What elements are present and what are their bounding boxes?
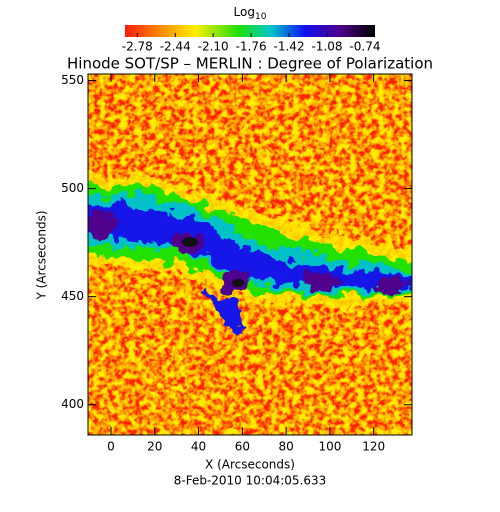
y-tick-label: 450 bbox=[61, 289, 84, 303]
colorbar-tick-label: -2.44 bbox=[160, 40, 191, 54]
y-tick-label: 500 bbox=[61, 181, 84, 195]
x-tick-label: 100 bbox=[318, 440, 341, 454]
x-tick-label: 40 bbox=[191, 440, 206, 454]
x-tick-label: 80 bbox=[278, 440, 293, 454]
colorbar-tick-label: -1.08 bbox=[311, 40, 342, 54]
colorbar-tick-label: -1.42 bbox=[274, 40, 305, 54]
x-tick-label: 60 bbox=[235, 440, 250, 454]
plot-frame bbox=[87, 73, 413, 436]
heatmap-image bbox=[88, 74, 412, 435]
chart-title: Hinode SOT/SP – MERLIN : Degree of Polar… bbox=[67, 55, 433, 73]
y-tick-label: 400 bbox=[61, 397, 84, 411]
colorbar bbox=[125, 25, 375, 37]
y-axis-label: Y (Arcseconds) bbox=[35, 210, 49, 300]
x-axis-label: X (Arcseconds) bbox=[205, 458, 295, 472]
date-label: 8-Feb-2010 10:04:05.633 bbox=[174, 474, 327, 488]
colorbar-tick-label: -1.76 bbox=[236, 40, 267, 54]
y-tick-label: 550 bbox=[61, 73, 84, 87]
colorbar-title: Log10 bbox=[234, 5, 267, 22]
x-tick-label: 20 bbox=[147, 440, 162, 454]
colorbar-tick-label: -2.78 bbox=[122, 40, 153, 54]
colorbar-tick-label: -0.74 bbox=[349, 40, 380, 54]
x-tick-label: 0 bbox=[107, 440, 115, 454]
x-tick-label: 120 bbox=[362, 440, 385, 454]
colorbar-tick-label: -2.10 bbox=[198, 40, 229, 54]
